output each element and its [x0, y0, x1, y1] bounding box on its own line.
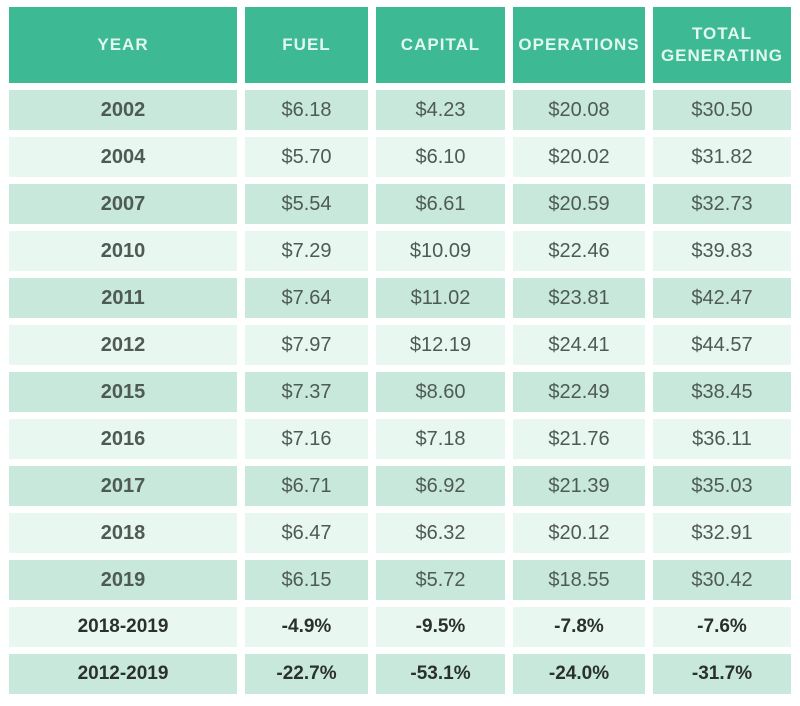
- year-cell: 2018: [9, 513, 237, 553]
- total-cell: $30.50: [653, 90, 791, 130]
- operations-cell: $23.81: [513, 278, 645, 318]
- capital-cell: $6.10: [376, 137, 505, 177]
- operations-cell: $20.02: [513, 137, 645, 177]
- table-row: 2010 $7.29 $10.09 $22.46 $39.83: [9, 231, 791, 271]
- capital-cell: $8.60: [376, 372, 505, 412]
- year-cell: 2015: [9, 372, 237, 412]
- operations-cell: $21.39: [513, 466, 645, 506]
- table-row: 2017 $6.71 $6.92 $21.39 $35.03: [9, 466, 791, 506]
- capital-cell: $6.61: [376, 184, 505, 224]
- fuel-cell: $7.97: [245, 325, 368, 365]
- capital-cell: $6.92: [376, 466, 505, 506]
- table-row: 2012 $7.97 $12.19 $24.41 $44.57: [9, 325, 791, 365]
- fuel-cell: $5.54: [245, 184, 368, 224]
- table-row: 2002 $6.18 $4.23 $20.08 $30.50: [9, 90, 791, 130]
- total-cell: $30.42: [653, 560, 791, 600]
- column-header-capital: CAPITAL: [376, 7, 505, 83]
- year-cell: 2011: [9, 278, 237, 318]
- year-cell: 2007: [9, 184, 237, 224]
- fuel-cell: $7.64: [245, 278, 368, 318]
- header-row: YEAR FUEL CAPITAL OPERATIONS TOTAL GENER…: [9, 7, 791, 83]
- table-row: 2012-2019 -22.7% -53.1% -24.0% -31.7%: [9, 654, 791, 694]
- operations-cell: $20.12: [513, 513, 645, 553]
- year-cell: 2002: [9, 90, 237, 130]
- operations-cell: $20.08: [513, 90, 645, 130]
- capital-cell: -9.5%: [376, 607, 505, 647]
- total-cell: $39.83: [653, 231, 791, 271]
- table-row: 2018 $6.47 $6.32 $20.12 $32.91: [9, 513, 791, 553]
- capital-cell: $4.23: [376, 90, 505, 130]
- operations-cell: $22.46: [513, 231, 645, 271]
- table-body: 2002 $6.18 $4.23 $20.08 $30.50 2004 $5.70 $6.10…: [9, 90, 791, 694]
- total-cell: -31.7%: [653, 654, 791, 694]
- year-cell: 2012-2019: [9, 654, 237, 694]
- operations-cell: -24.0%: [513, 654, 645, 694]
- fuel-cell: $6.18: [245, 90, 368, 130]
- operations-cell: $21.76: [513, 419, 645, 459]
- capital-cell: $7.18: [376, 419, 505, 459]
- total-cell: $32.91: [653, 513, 791, 553]
- fuel-cell: -22.7%: [245, 654, 368, 694]
- total-cell: -7.6%: [653, 607, 791, 647]
- fuel-cell: $6.71: [245, 466, 368, 506]
- total-cell: $42.47: [653, 278, 791, 318]
- fuel-cell: -4.9%: [245, 607, 368, 647]
- operations-cell: $18.55: [513, 560, 645, 600]
- year-cell: 2018-2019: [9, 607, 237, 647]
- operations-cell: $24.41: [513, 325, 645, 365]
- table-row: 2011 $7.64 $11.02 $23.81 $42.47: [9, 278, 791, 318]
- table-row: 2004 $5.70 $6.10 $20.02 $31.82: [9, 137, 791, 177]
- table-row: 2016 $7.16 $7.18 $21.76 $36.11: [9, 419, 791, 459]
- year-cell: 2016: [9, 419, 237, 459]
- year-cell: 2017: [9, 466, 237, 506]
- fuel-cell: $7.29: [245, 231, 368, 271]
- fuel-cell: $6.15: [245, 560, 368, 600]
- year-cell: 2010: [9, 231, 237, 271]
- total-cell: $44.57: [653, 325, 791, 365]
- column-header-operations: OPERATIONS: [513, 7, 645, 83]
- year-cell: 2004: [9, 137, 237, 177]
- fuel-cell: $7.16: [245, 419, 368, 459]
- operations-cell: $22.49: [513, 372, 645, 412]
- fuel-cell: $7.37: [245, 372, 368, 412]
- capital-cell: $5.72: [376, 560, 505, 600]
- operations-cell: $20.59: [513, 184, 645, 224]
- year-cell: 2012: [9, 325, 237, 365]
- column-header-fuel: FUEL: [245, 7, 368, 83]
- fuel-cell: $6.47: [245, 513, 368, 553]
- table-row: 2015 $7.37 $8.60 $22.49 $38.45: [9, 372, 791, 412]
- total-cell: $38.45: [653, 372, 791, 412]
- year-cell: 2019: [9, 560, 237, 600]
- column-header-total-generating: TOTAL GENERATING: [653, 7, 791, 83]
- capital-cell: -53.1%: [376, 654, 505, 694]
- table-row: 2019 $6.15 $5.72 $18.55 $30.42: [9, 560, 791, 600]
- total-cell: $31.82: [653, 137, 791, 177]
- capital-cell: $11.02: [376, 278, 505, 318]
- table-row: 2018-2019 -4.9% -9.5% -7.8% -7.6%: [9, 607, 791, 647]
- capital-cell: $10.09: [376, 231, 505, 271]
- column-header-year: YEAR: [9, 7, 237, 83]
- total-cell: $35.03: [653, 466, 791, 506]
- capital-cell: $12.19: [376, 325, 505, 365]
- total-cell: $36.11: [653, 419, 791, 459]
- total-cell: $32.73: [653, 184, 791, 224]
- fuel-cell: $5.70: [245, 137, 368, 177]
- capital-cell: $6.32: [376, 513, 505, 553]
- operations-cell: -7.8%: [513, 607, 645, 647]
- table-row: 2007 $5.54 $6.61 $20.59 $32.73: [9, 184, 791, 224]
